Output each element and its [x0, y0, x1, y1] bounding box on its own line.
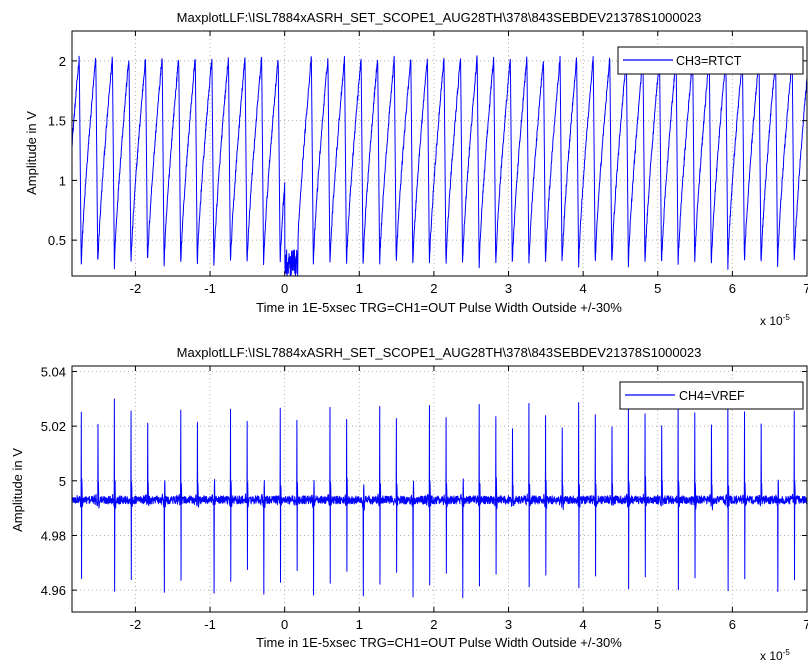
- series-line: [72, 398, 807, 599]
- chart-rtct: MaxplotLLF:\ISL7884xASRH_SET_SCOPE1_AUG2…: [24, 10, 808, 328]
- x-tick-label: 5: [654, 281, 661, 296]
- y-tick-label: 4.96: [41, 583, 66, 598]
- y-tick-label: 4.98: [41, 528, 66, 543]
- axis-ticks: -2 -1 0 1 2 3 4 5 6 7 0.5 1 1.5 2: [48, 31, 808, 296]
- y-tick-label: 5: [59, 474, 66, 489]
- y-tick-label: 5.04: [41, 364, 66, 379]
- x-exponent-base: x 10: [760, 314, 783, 328]
- x-tick-label: 4: [580, 281, 587, 296]
- x-tick-label: 6: [729, 281, 736, 296]
- y-tick-label: 5.02: [41, 419, 66, 434]
- y-axis-label: Amplitude in V: [10, 448, 25, 532]
- x-tick-label: 1: [356, 617, 363, 632]
- x-tick-label: 2: [430, 617, 437, 632]
- series-area: [72, 398, 807, 599]
- y-tick-label: 0.5: [48, 233, 66, 248]
- plot-frame: [71, 365, 808, 613]
- chart-title: MaxplotLLF:\ISL7884xASRH_SET_SCOPE1_AUG2…: [177, 345, 702, 360]
- x-axis-label: Time in 1E-5xsec TRG=CH1=OUT Pulse Width…: [256, 300, 622, 315]
- series-line: [72, 54, 807, 276]
- x-tick-label: 3: [505, 617, 512, 632]
- x-tick-label: 1: [356, 281, 363, 296]
- y-tick-label: 1.5: [48, 114, 66, 129]
- plot-frame: [71, 30, 808, 277]
- x-tick-label: -2: [130, 281, 142, 296]
- x-tick-label: 0: [281, 617, 288, 632]
- x-exponent-power: -5: [783, 313, 791, 322]
- x-tick-label: 6: [729, 617, 736, 632]
- x-exponent: x 10-5: [760, 648, 790, 663]
- x-tick-label: 0: [281, 281, 288, 296]
- series-area: [72, 54, 807, 276]
- x-tick-label: -1: [204, 617, 216, 632]
- x-tick-label: 2: [430, 281, 437, 296]
- legend: CH4=VREF: [619, 381, 804, 410]
- chart-vref: MaxplotLLF:\ISL7884xASRH_SET_SCOPE1_AUG2…: [10, 345, 808, 663]
- x-tick-label: 4: [580, 617, 587, 632]
- x-exponent-power: -5: [783, 648, 791, 657]
- legend-label: CH3=RTCT: [676, 54, 742, 68]
- x-exponent: x 10-5: [760, 313, 790, 328]
- x-tick-label: 7: [803, 617, 808, 632]
- y-tick-label: 1: [59, 173, 66, 188]
- x-exponent-base: x 10: [760, 649, 783, 663]
- y-axis-label: Amplitude in V: [24, 111, 39, 195]
- x-tick-label: 5: [654, 617, 661, 632]
- legend: CH3=RTCT: [617, 46, 804, 75]
- x-tick-label: -2: [130, 617, 142, 632]
- x-tick-label: 3: [505, 281, 512, 296]
- axis-ticks: -2 -1 0 1 2 3 4 5 6 7 4.96 4.98 5 5.02 5.04: [41, 364, 808, 632]
- x-tick-label: -1: [204, 281, 216, 296]
- x-axis-label: Time in 1E-5xsec TRG=CH1=OUT Pulse Width…: [256, 635, 622, 650]
- chart-title: MaxplotLLF:\ISL7884xASRH_SET_SCOPE1_AUG2…: [177, 10, 702, 25]
- y-tick-label: 2: [59, 54, 66, 69]
- legend-label: CH4=VREF: [679, 389, 745, 403]
- x-tick-label: 7: [803, 281, 808, 296]
